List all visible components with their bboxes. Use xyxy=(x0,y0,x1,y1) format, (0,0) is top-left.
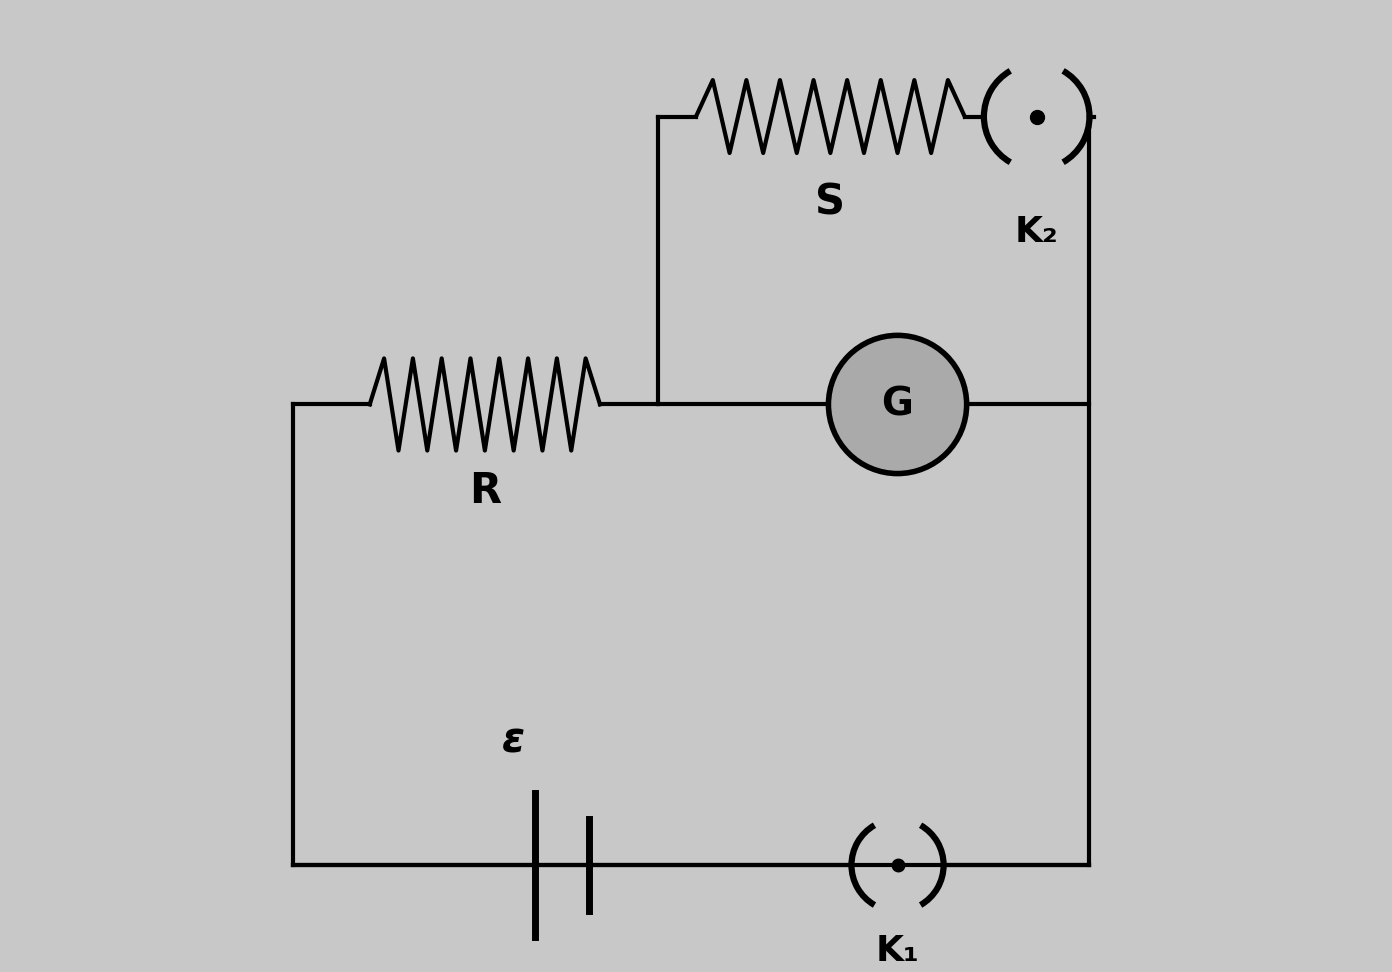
Text: K₂: K₂ xyxy=(1015,215,1058,249)
Text: K₁: K₁ xyxy=(876,934,919,968)
Text: S: S xyxy=(816,182,845,224)
Text: ε: ε xyxy=(503,719,525,761)
Text: R: R xyxy=(469,469,501,512)
Text: G: G xyxy=(881,386,913,424)
Circle shape xyxy=(828,335,966,473)
